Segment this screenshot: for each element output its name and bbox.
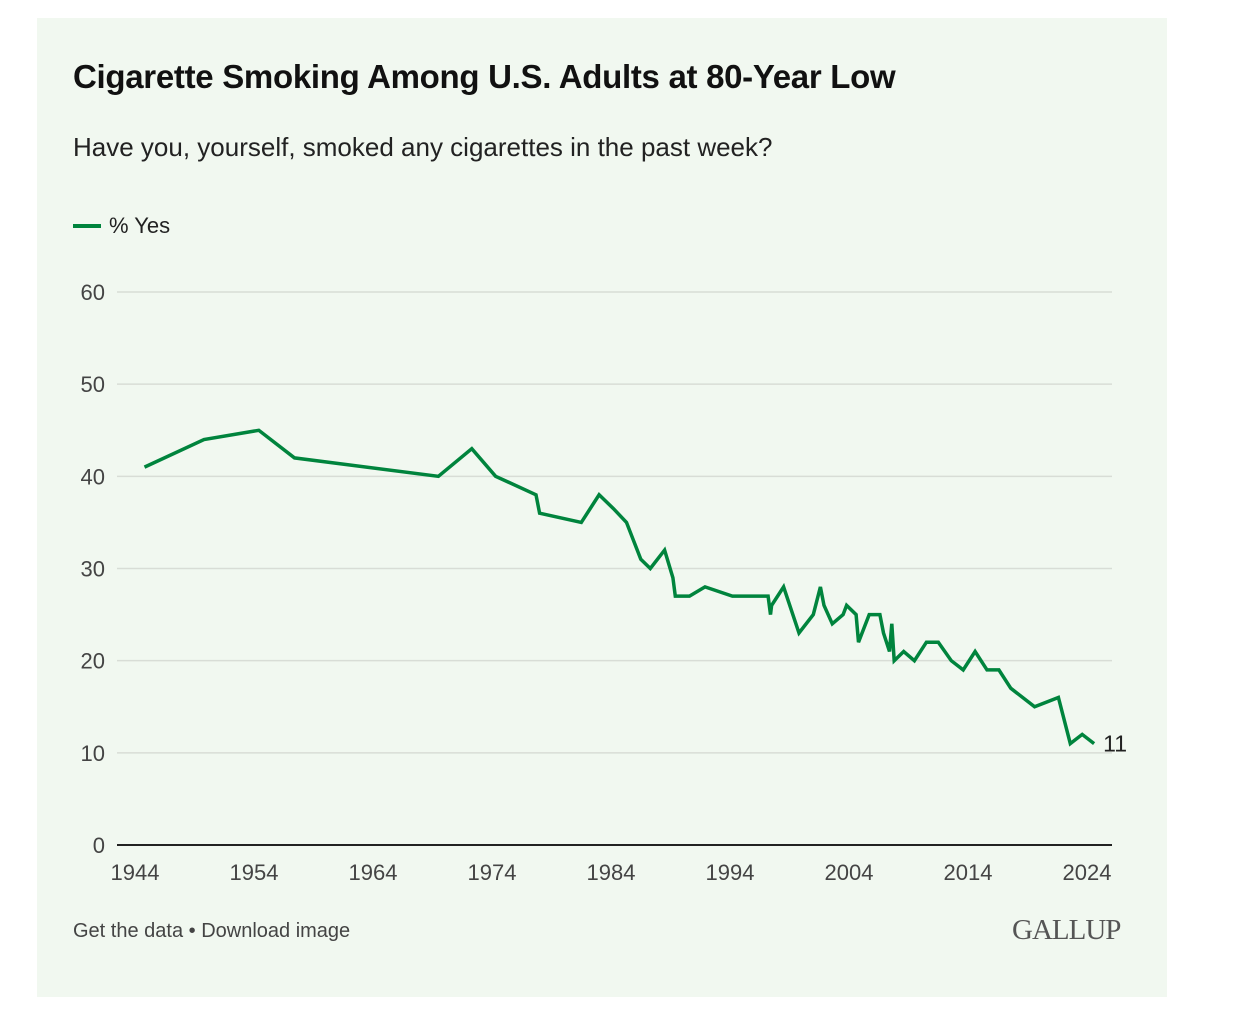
y-tick-label: 0 — [93, 833, 105, 858]
x-tick-label: 1954 — [230, 860, 279, 885]
gallup-logo: GALLUP — [1012, 914, 1121, 946]
get-data-link[interactable]: Get the data — [73, 920, 184, 942]
y-tick-label: 60 — [81, 280, 105, 305]
series-line-yes — [143, 428, 1096, 747]
y-tick-label: 50 — [81, 372, 105, 397]
y-tick-label: 10 — [81, 741, 105, 766]
footer: Get the data • Download image — [73, 920, 350, 943]
legend-swatch — [73, 224, 101, 228]
footer-separator: • — [183, 920, 202, 942]
chart-title: Cigarette Smoking Among U.S. Adults at 8… — [73, 58, 896, 95]
x-tick-label: 2024 — [1063, 860, 1112, 885]
chart-subtitle: Have you, yourself, smoked any cigarette… — [73, 132, 773, 162]
x-tick-label: 1964 — [349, 860, 398, 885]
x-tick-label: 2004 — [825, 860, 874, 885]
x-tick-label: 2014 — [944, 860, 993, 885]
download-image-link[interactable]: Download image — [201, 920, 351, 942]
x-tick-label: 1984 — [587, 860, 636, 885]
chart-card — [37, 18, 1167, 997]
legend-label: % Yes — [109, 213, 171, 238]
x-tick-label: 1944 — [111, 860, 160, 885]
y-tick-label: 30 — [81, 557, 105, 582]
x-tick-label: 1974 — [468, 860, 517, 885]
x-tick-label: 1994 — [706, 860, 755, 885]
legend: % Yes — [73, 213, 170, 239]
y-tick-label: 20 — [81, 649, 105, 674]
y-tick-label: 40 — [81, 464, 105, 489]
end-value-label: 11 — [1103, 731, 1127, 757]
